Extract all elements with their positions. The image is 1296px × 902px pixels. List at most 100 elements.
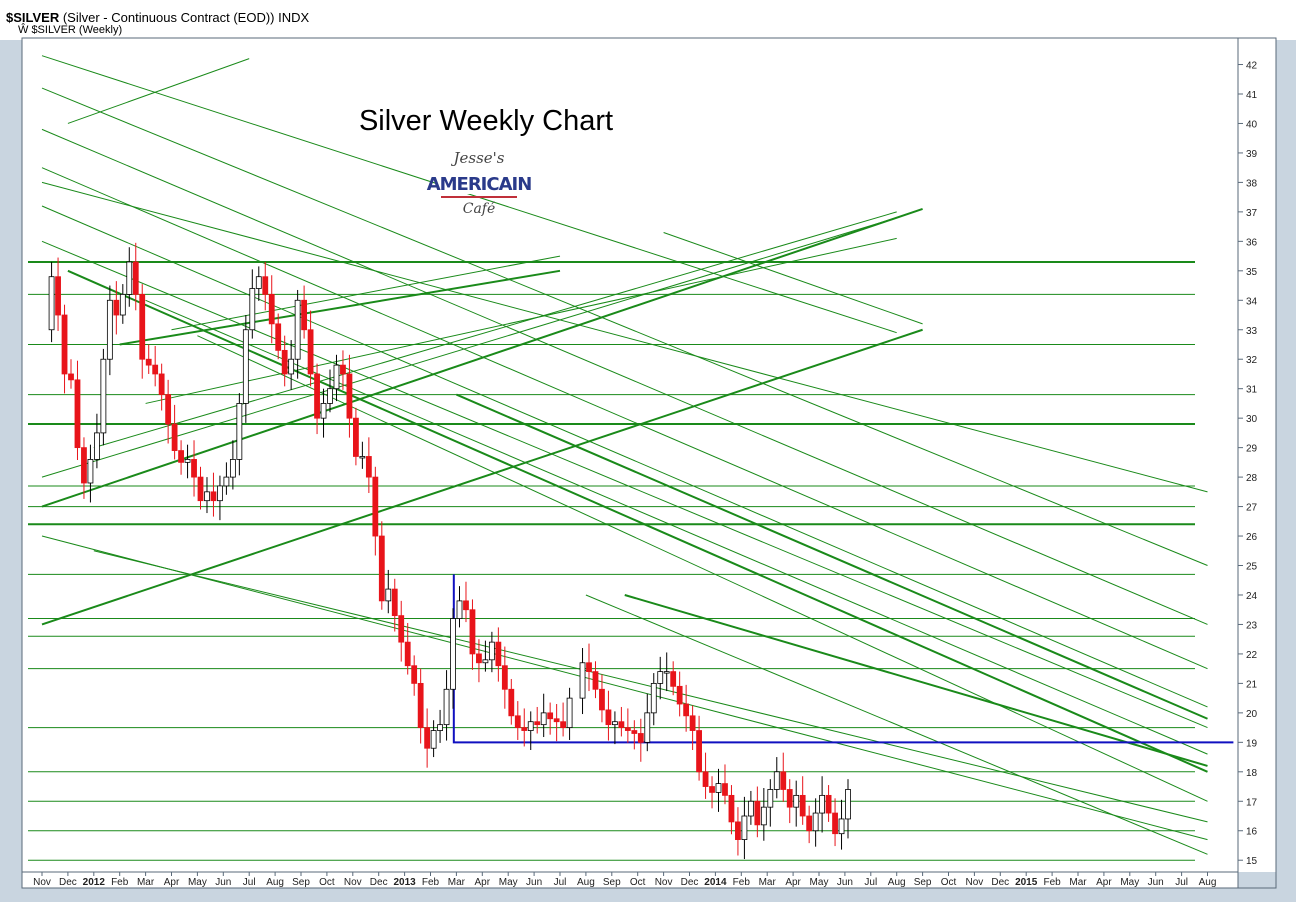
candle-body	[281, 349, 288, 375]
candle-body	[799, 794, 806, 817]
candle-body	[204, 491, 210, 502]
trend-line	[663, 232, 923, 325]
candle-body	[294, 299, 301, 360]
x-tick-label: Feb	[422, 877, 440, 888]
candle-body	[579, 662, 586, 699]
candle-body	[145, 358, 152, 366]
candle-body	[644, 712, 651, 743]
x-tick-label: Mar	[759, 877, 777, 888]
chart-legend-line: Ŵ $SILVER (Weekly)	[18, 24, 123, 36]
logo-line-3: Café	[463, 201, 496, 217]
y-tick-label: 16	[1246, 827, 1258, 838]
candle-body	[385, 588, 392, 602]
y-axis-ticks: 15 16 17 18 19 20 21 22 23 24 25 26 27 28 29 30 31 32 33 34…	[1238, 61, 1258, 867]
candle-body	[624, 727, 631, 731]
trend-line	[41, 205, 1208, 708]
x-tick-label: Aug	[577, 877, 595, 888]
logo-line-2: AMERICAIN	[427, 174, 532, 195]
trend-line	[41, 240, 1208, 729]
x-tick-label: Jul	[1175, 877, 1188, 888]
x-tick-label: Mar	[448, 877, 466, 888]
y-tick-label: 25	[1246, 562, 1258, 573]
x-tick-label: Nov	[655, 877, 673, 888]
x-tick-label: Apr	[1096, 877, 1112, 888]
candle-body	[184, 459, 191, 463]
trend-line	[119, 269, 561, 346]
candle-body	[832, 812, 838, 835]
candle-body	[443, 688, 450, 726]
candle-body	[262, 276, 269, 295]
candle-body	[773, 771, 780, 790]
candle-body	[592, 671, 599, 690]
trend-line	[145, 299, 1208, 755]
symbol-description: (Silver - Continuous Contract (EOD)) IND…	[62, 10, 310, 25]
candle-body	[327, 388, 333, 404]
candle-body	[637, 733, 644, 743]
candle-body	[514, 715, 521, 728]
candles	[48, 242, 851, 860]
y-tick-label: 17	[1246, 797, 1258, 808]
y-tick-label: 24	[1246, 591, 1258, 602]
candle-body	[476, 653, 482, 664]
candle-body	[229, 459, 236, 478]
trend-line	[41, 328, 923, 626]
x-tick-label: Feb	[1043, 877, 1061, 888]
candle-body	[191, 459, 197, 478]
candle-body	[612, 721, 618, 726]
candle-body	[411, 665, 418, 684]
candle-body	[482, 659, 489, 664]
candle-body	[55, 276, 61, 316]
y-tick-label: 26	[1246, 532, 1258, 543]
candle-body	[618, 721, 625, 728]
x-tick-label: Dec	[59, 877, 77, 888]
candle-body	[488, 641, 495, 661]
candle-body	[780, 771, 787, 790]
trend-line	[41, 207, 923, 508]
candle-body	[217, 485, 223, 502]
candle-body	[223, 476, 230, 487]
x-tick-label: Mar	[1069, 877, 1087, 888]
candle-body	[495, 641, 502, 667]
y-tick-label: 21	[1246, 679, 1258, 690]
candle-body	[741, 815, 748, 840]
candle-body	[94, 432, 100, 460]
y-tick-label: 23	[1246, 620, 1258, 631]
candle-body	[553, 718, 560, 723]
candle-body	[346, 373, 353, 419]
candle-body	[48, 276, 55, 331]
candle-body	[197, 476, 204, 502]
candle-body	[236, 403, 243, 460]
candle-body	[424, 727, 431, 749]
candle-body	[534, 721, 541, 726]
candle-body	[106, 299, 113, 360]
y-tick-label: 36	[1246, 237, 1258, 248]
candle-body	[340, 364, 346, 375]
candle-body	[547, 712, 554, 720]
candle-body	[806, 815, 813, 832]
candle-body	[242, 329, 249, 404]
y-tick-label: 27	[1246, 503, 1258, 514]
symbol-label: $SILVER	[6, 10, 60, 25]
x-tick-label: Oct	[319, 877, 335, 888]
x-tick-label: Aug	[888, 877, 906, 888]
candle-body	[81, 447, 87, 484]
candle-body	[333, 364, 340, 390]
trend-line	[41, 181, 1208, 493]
trend-line	[41, 535, 1208, 841]
candle-body	[676, 685, 683, 705]
trend-line	[41, 167, 1208, 670]
y-tick-label: 29	[1246, 444, 1258, 455]
x-tick-label: Jul	[864, 877, 877, 888]
candle-body	[391, 588, 398, 617]
x-tick-label: May	[499, 877, 518, 888]
candle-body	[819, 794, 826, 814]
x-tick-label: Jun	[1148, 877, 1164, 888]
candle-body	[508, 688, 515, 717]
x-tick-label: May	[188, 877, 207, 888]
candle-body	[696, 730, 702, 773]
x-tick-label: May	[1120, 877, 1139, 888]
candle-body	[437, 724, 443, 731]
candle-body	[430, 730, 437, 749]
x-axis-area	[22, 872, 1238, 888]
